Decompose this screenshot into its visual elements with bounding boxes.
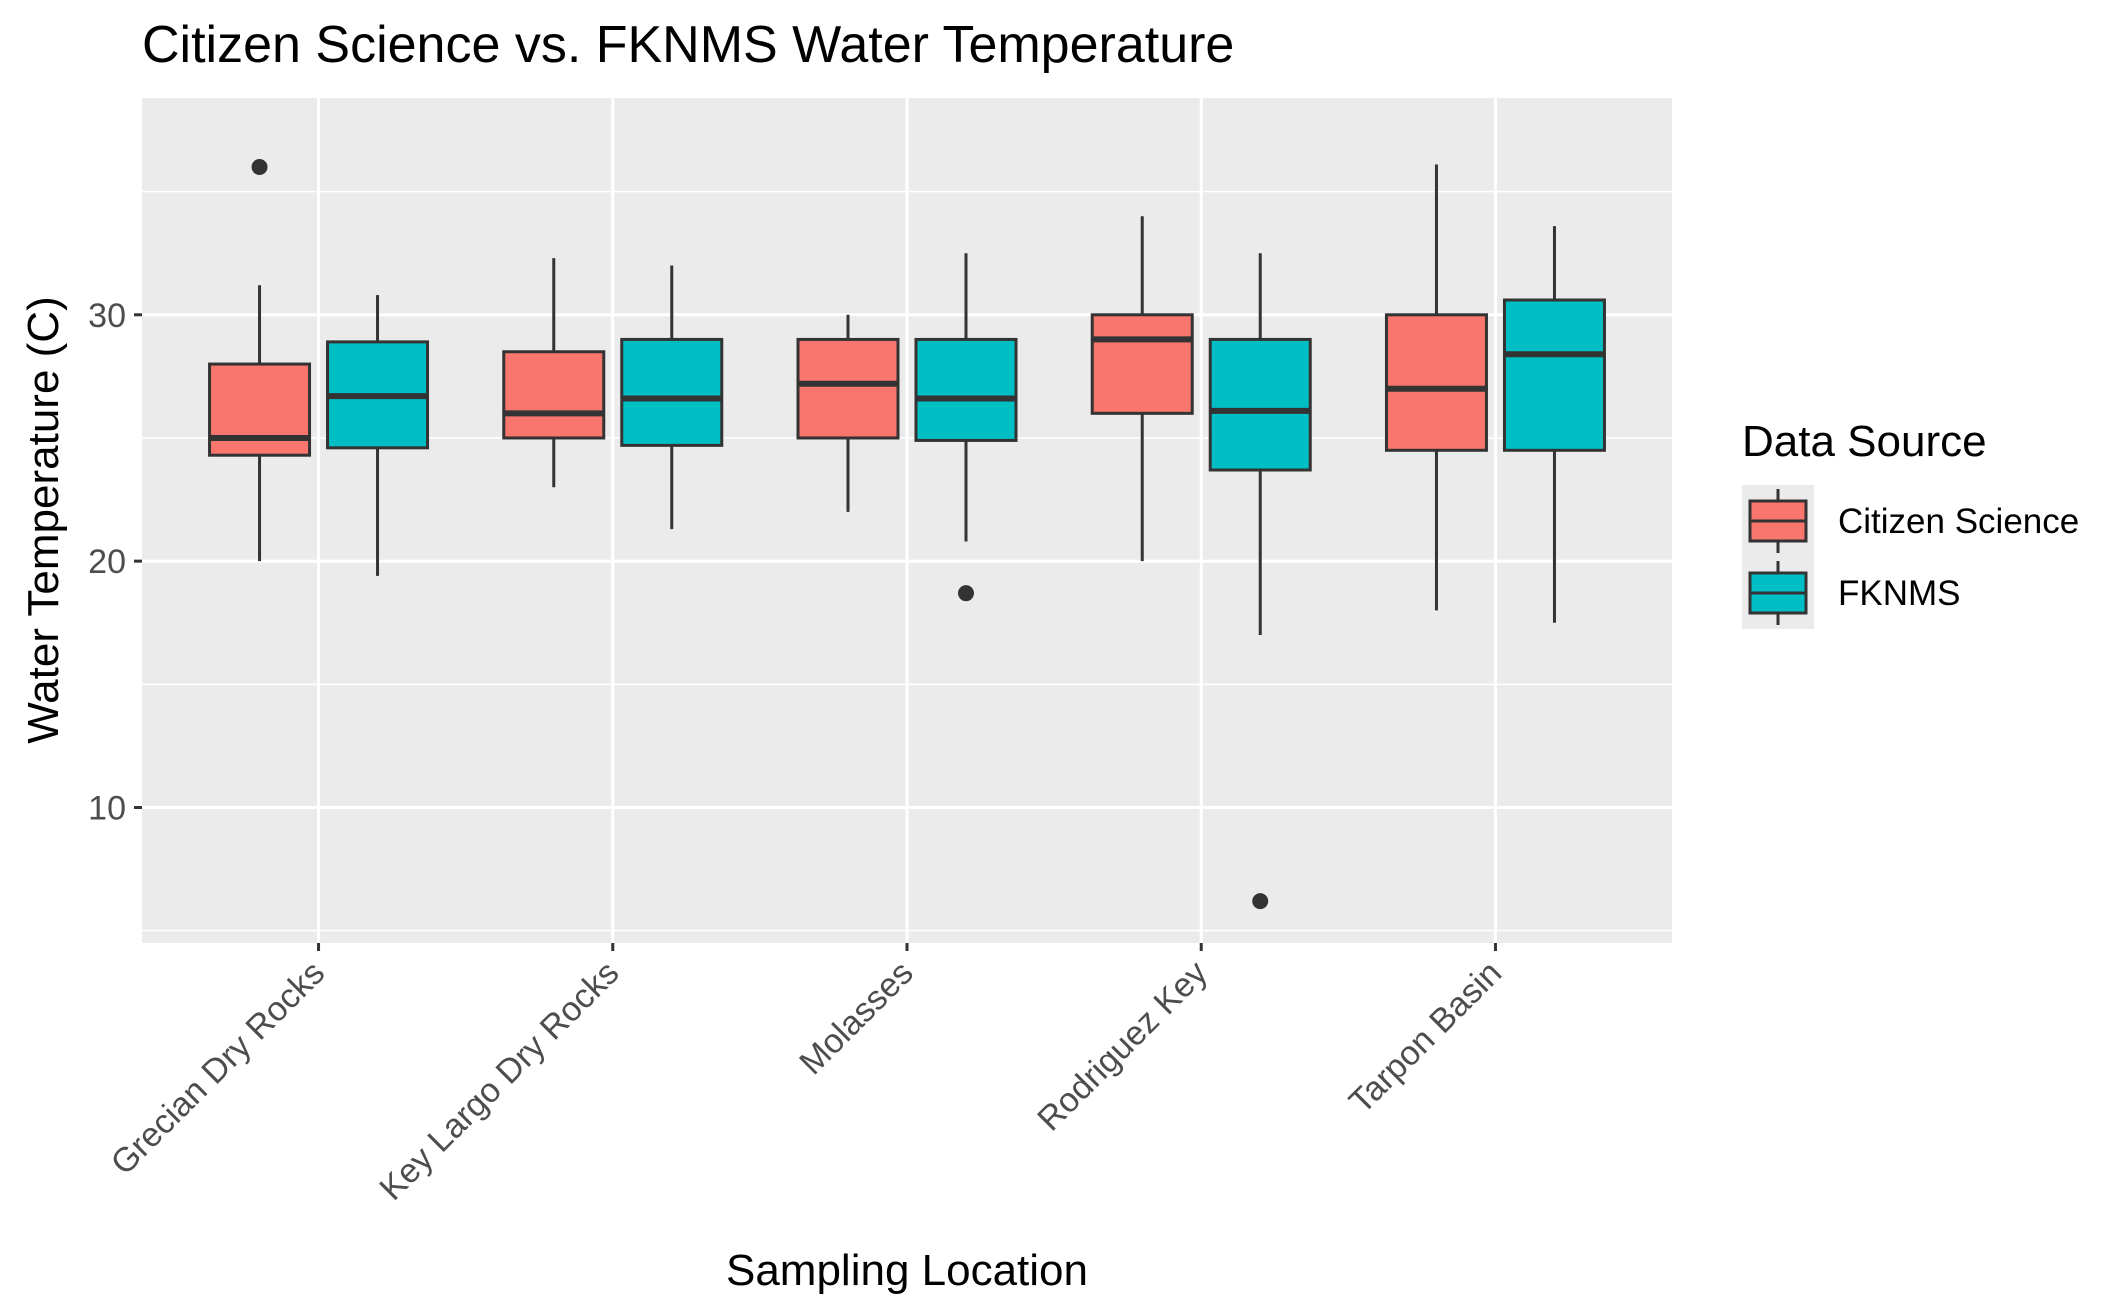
- outlier-point: [958, 585, 974, 602]
- iqr-box: [1384, 313, 1488, 452]
- box-fknms: [620, 265, 724, 530]
- box-layer: [208, 158, 1606, 910]
- box-fknms: [1502, 226, 1606, 623]
- box-fknms: [1208, 253, 1312, 910]
- x-axis: Grecian Dry Rocks Key Largo Dry Rocks Mola…: [104, 943, 1509, 1208]
- legend-keys: Citizen Science FKNMS: [1742, 485, 2079, 629]
- box-fknms: [326, 295, 430, 576]
- outlier-point: [251, 158, 268, 175]
- x-tick-label: Molasses: [792, 954, 920, 1082]
- legend-item-fknms: FKNMS: [1742, 557, 1961, 629]
- iqr-box: [914, 337, 1018, 442]
- iqr-box: [1502, 298, 1606, 452]
- iqr-box: [1090, 313, 1194, 415]
- iqr-box: [502, 350, 606, 440]
- box-citizen-science: [208, 158, 312, 562]
- legend-label: Citizen Science: [1838, 502, 2079, 541]
- box-citizen-science: [1384, 164, 1488, 611]
- legend-item-citizen-science: Citizen Science: [1742, 485, 2079, 557]
- x-tick-label: Tarpon Basin: [1342, 954, 1509, 1121]
- outlier-point: [1252, 893, 1269, 910]
- chart-title: Citizen Science vs. FKNMS Water Temperat…: [142, 16, 1234, 74]
- legend-title: Data Source: [1742, 417, 1987, 466]
- box-citizen-science: [502, 258, 606, 488]
- box-fknms: [914, 253, 1018, 602]
- box-citizen-science: [1090, 216, 1194, 562]
- x-axis-title: Sampling Location: [726, 1246, 1088, 1295]
- legend-label: FKNMS: [1838, 574, 1961, 613]
- y-tick-label: 10: [88, 790, 126, 828]
- box-citizen-science: [796, 314, 900, 512]
- legend: Data Source Citizen Science FKNMS: [1742, 417, 2079, 629]
- iqr-box: [208, 362, 312, 457]
- y-tick-label: 30: [88, 297, 126, 335]
- x-tick-label: Key Largo Dry Rocks: [372, 954, 626, 1208]
- y-axis-title: Water Temperature (C): [19, 296, 68, 743]
- iqr-box: [796, 337, 900, 440]
- x-tick-label: Grecian Dry Rocks: [104, 954, 333, 1183]
- iqr-box: [620, 337, 724, 447]
- y-axis: 10 20 30: [88, 297, 142, 828]
- iqr-box: [1208, 337, 1312, 472]
- y-tick-label: 20: [88, 543, 126, 581]
- x-tick-label: Rodriguez Key: [1030, 954, 1215, 1139]
